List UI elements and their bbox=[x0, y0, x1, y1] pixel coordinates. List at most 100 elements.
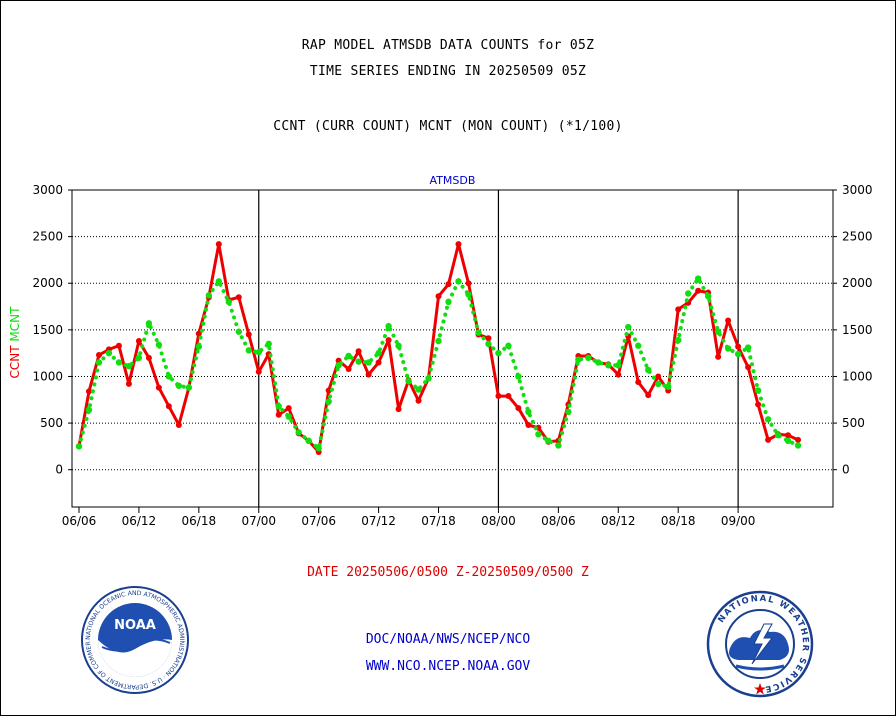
data-point-mcnt bbox=[675, 336, 682, 344]
data-point-mcnt bbox=[734, 350, 742, 358]
data-point-mcnt bbox=[395, 342, 402, 349]
chart-title-line-3: CCNT (CURR COUNT) MCNT (MON COUNT) (*1/1… bbox=[273, 119, 623, 134]
data-point-ccnt bbox=[345, 366, 352, 373]
data-point-mcnt bbox=[615, 362, 622, 369]
series-line-ccnt bbox=[77, 242, 800, 454]
data-point-mcnt bbox=[85, 406, 93, 414]
panel-title: ATMSDB bbox=[430, 174, 476, 187]
data-point-ccnt bbox=[85, 388, 92, 395]
data-point-ccnt bbox=[455, 241, 462, 248]
data-point-ccnt bbox=[125, 380, 132, 387]
y-tick-label-right: 0 bbox=[842, 463, 850, 477]
data-point-mcnt bbox=[75, 443, 83, 450]
x-tick-label: 08/18 bbox=[661, 514, 696, 528]
data-point-ccnt bbox=[245, 331, 252, 338]
noaa-logo-text: NOAA bbox=[114, 618, 156, 633]
data-point-mcnt bbox=[155, 341, 163, 348]
data-point-ccnt bbox=[135, 338, 142, 345]
data-point-ccnt bbox=[145, 354, 152, 361]
x-tick-label: 07/00 bbox=[241, 514, 276, 528]
data-point-ccnt bbox=[165, 403, 172, 410]
x-tick-label: 07/12 bbox=[361, 514, 396, 528]
data-point-mcnt bbox=[455, 278, 462, 285]
data-point-mcnt bbox=[565, 408, 572, 416]
y-tick-label-left: 2000 bbox=[32, 276, 63, 290]
data-point-mcnt bbox=[684, 290, 692, 297]
data-point-mcnt bbox=[465, 291, 472, 298]
data-point-mcnt bbox=[655, 380, 662, 388]
date-range-label: DATE 20250506/0500 Z-20250509/0500 Z bbox=[307, 565, 589, 580]
plot-frame bbox=[71, 189, 834, 508]
data-point-mcnt bbox=[764, 416, 772, 423]
data-point-ccnt bbox=[255, 368, 262, 375]
data-point-mcnt bbox=[515, 373, 522, 380]
data-point-mcnt bbox=[545, 437, 552, 445]
nws-logo-icon: NATIONAL WEATHER SERVICE bbox=[706, 590, 814, 698]
y-tick-label-left: 500 bbox=[40, 416, 63, 430]
data-point-ccnt bbox=[615, 371, 622, 378]
x-tick-label: 08/12 bbox=[601, 514, 636, 528]
data-point-mcnt bbox=[694, 275, 702, 282]
data-point-mcnt bbox=[665, 383, 672, 390]
data-point-ccnt bbox=[415, 397, 422, 404]
data-point-mcnt bbox=[744, 344, 752, 351]
data-point-ccnt bbox=[495, 393, 502, 400]
data-point-mcnt bbox=[794, 442, 802, 449]
data-point-ccnt bbox=[285, 405, 292, 412]
y-tick-label-left: 2500 bbox=[32, 230, 63, 244]
chart-title-line-1: RAP MODEL ATMSDB DATA COUNTS for 05Z bbox=[301, 38, 595, 53]
data-point-mcnt bbox=[535, 431, 542, 438]
data-point-mcnt bbox=[145, 320, 153, 327]
data-point-ccnt bbox=[435, 293, 442, 300]
data-point-ccnt bbox=[635, 379, 642, 386]
data-point-mcnt bbox=[165, 373, 173, 380]
data-point-mcnt bbox=[385, 322, 392, 330]
y-tick-label-left: 1000 bbox=[32, 369, 63, 383]
data-point-mcnt bbox=[375, 349, 382, 357]
data-point-ccnt bbox=[175, 421, 182, 428]
y-tick-label-right: 2000 bbox=[842, 276, 873, 290]
data-point-mcnt bbox=[345, 352, 352, 360]
data-point-mcnt bbox=[704, 293, 712, 300]
data-point-ccnt bbox=[655, 373, 662, 380]
data-point-mcnt bbox=[774, 432, 782, 439]
data-point-ccnt bbox=[365, 371, 372, 378]
y-axis-label-ccnt: CCNT bbox=[8, 342, 22, 379]
data-point-mcnt bbox=[635, 342, 642, 349]
footer-org-label: DOC/NOAA/NWS/NCEP/NCO bbox=[365, 632, 531, 647]
data-point-mcnt bbox=[185, 384, 193, 391]
x-tick-label: 07/18 bbox=[421, 514, 456, 528]
data-point-mcnt bbox=[415, 386, 422, 393]
data-point-ccnt bbox=[515, 405, 522, 412]
data-point-ccnt bbox=[525, 421, 532, 428]
data-point-mcnt bbox=[625, 323, 632, 331]
data-point-ccnt bbox=[795, 436, 802, 443]
data-point-ccnt bbox=[215, 241, 222, 248]
y-axis-label-mcnt: MCNT bbox=[8, 306, 22, 342]
data-point-ccnt bbox=[695, 287, 702, 294]
y-tick-label-left: 3000 bbox=[32, 183, 63, 197]
data-point-mcnt bbox=[605, 362, 612, 369]
data-point-mcnt bbox=[125, 363, 133, 370]
y-axis-label: CCNT MCNT bbox=[8, 306, 22, 379]
data-point-mcnt bbox=[714, 328, 722, 335]
data-point-ccnt bbox=[465, 280, 472, 287]
data-point-mcnt bbox=[525, 408, 532, 416]
data-point-mcnt bbox=[595, 359, 602, 366]
chart-title-line-2: TIME SERIES ENDING IN 20250509 05Z bbox=[309, 64, 587, 79]
data-point-ccnt bbox=[725, 317, 732, 324]
data-point-ccnt bbox=[785, 432, 792, 439]
data-point-mcnt bbox=[505, 342, 512, 349]
data-point-mcnt bbox=[495, 349, 502, 357]
data-point-mcnt bbox=[325, 398, 332, 405]
data-point-mcnt bbox=[405, 377, 412, 385]
data-point-mcnt bbox=[265, 340, 272, 348]
y-tick-label-right: 1000 bbox=[842, 369, 873, 383]
data-point-ccnt bbox=[275, 411, 282, 418]
x-tick-label: 09/00 bbox=[721, 514, 756, 528]
data-point-mcnt bbox=[225, 298, 232, 306]
data-point-ccnt bbox=[375, 359, 382, 366]
data-point-mcnt bbox=[485, 340, 492, 348]
x-tick-label: 08/00 bbox=[481, 514, 516, 528]
data-point-ccnt bbox=[645, 392, 652, 399]
